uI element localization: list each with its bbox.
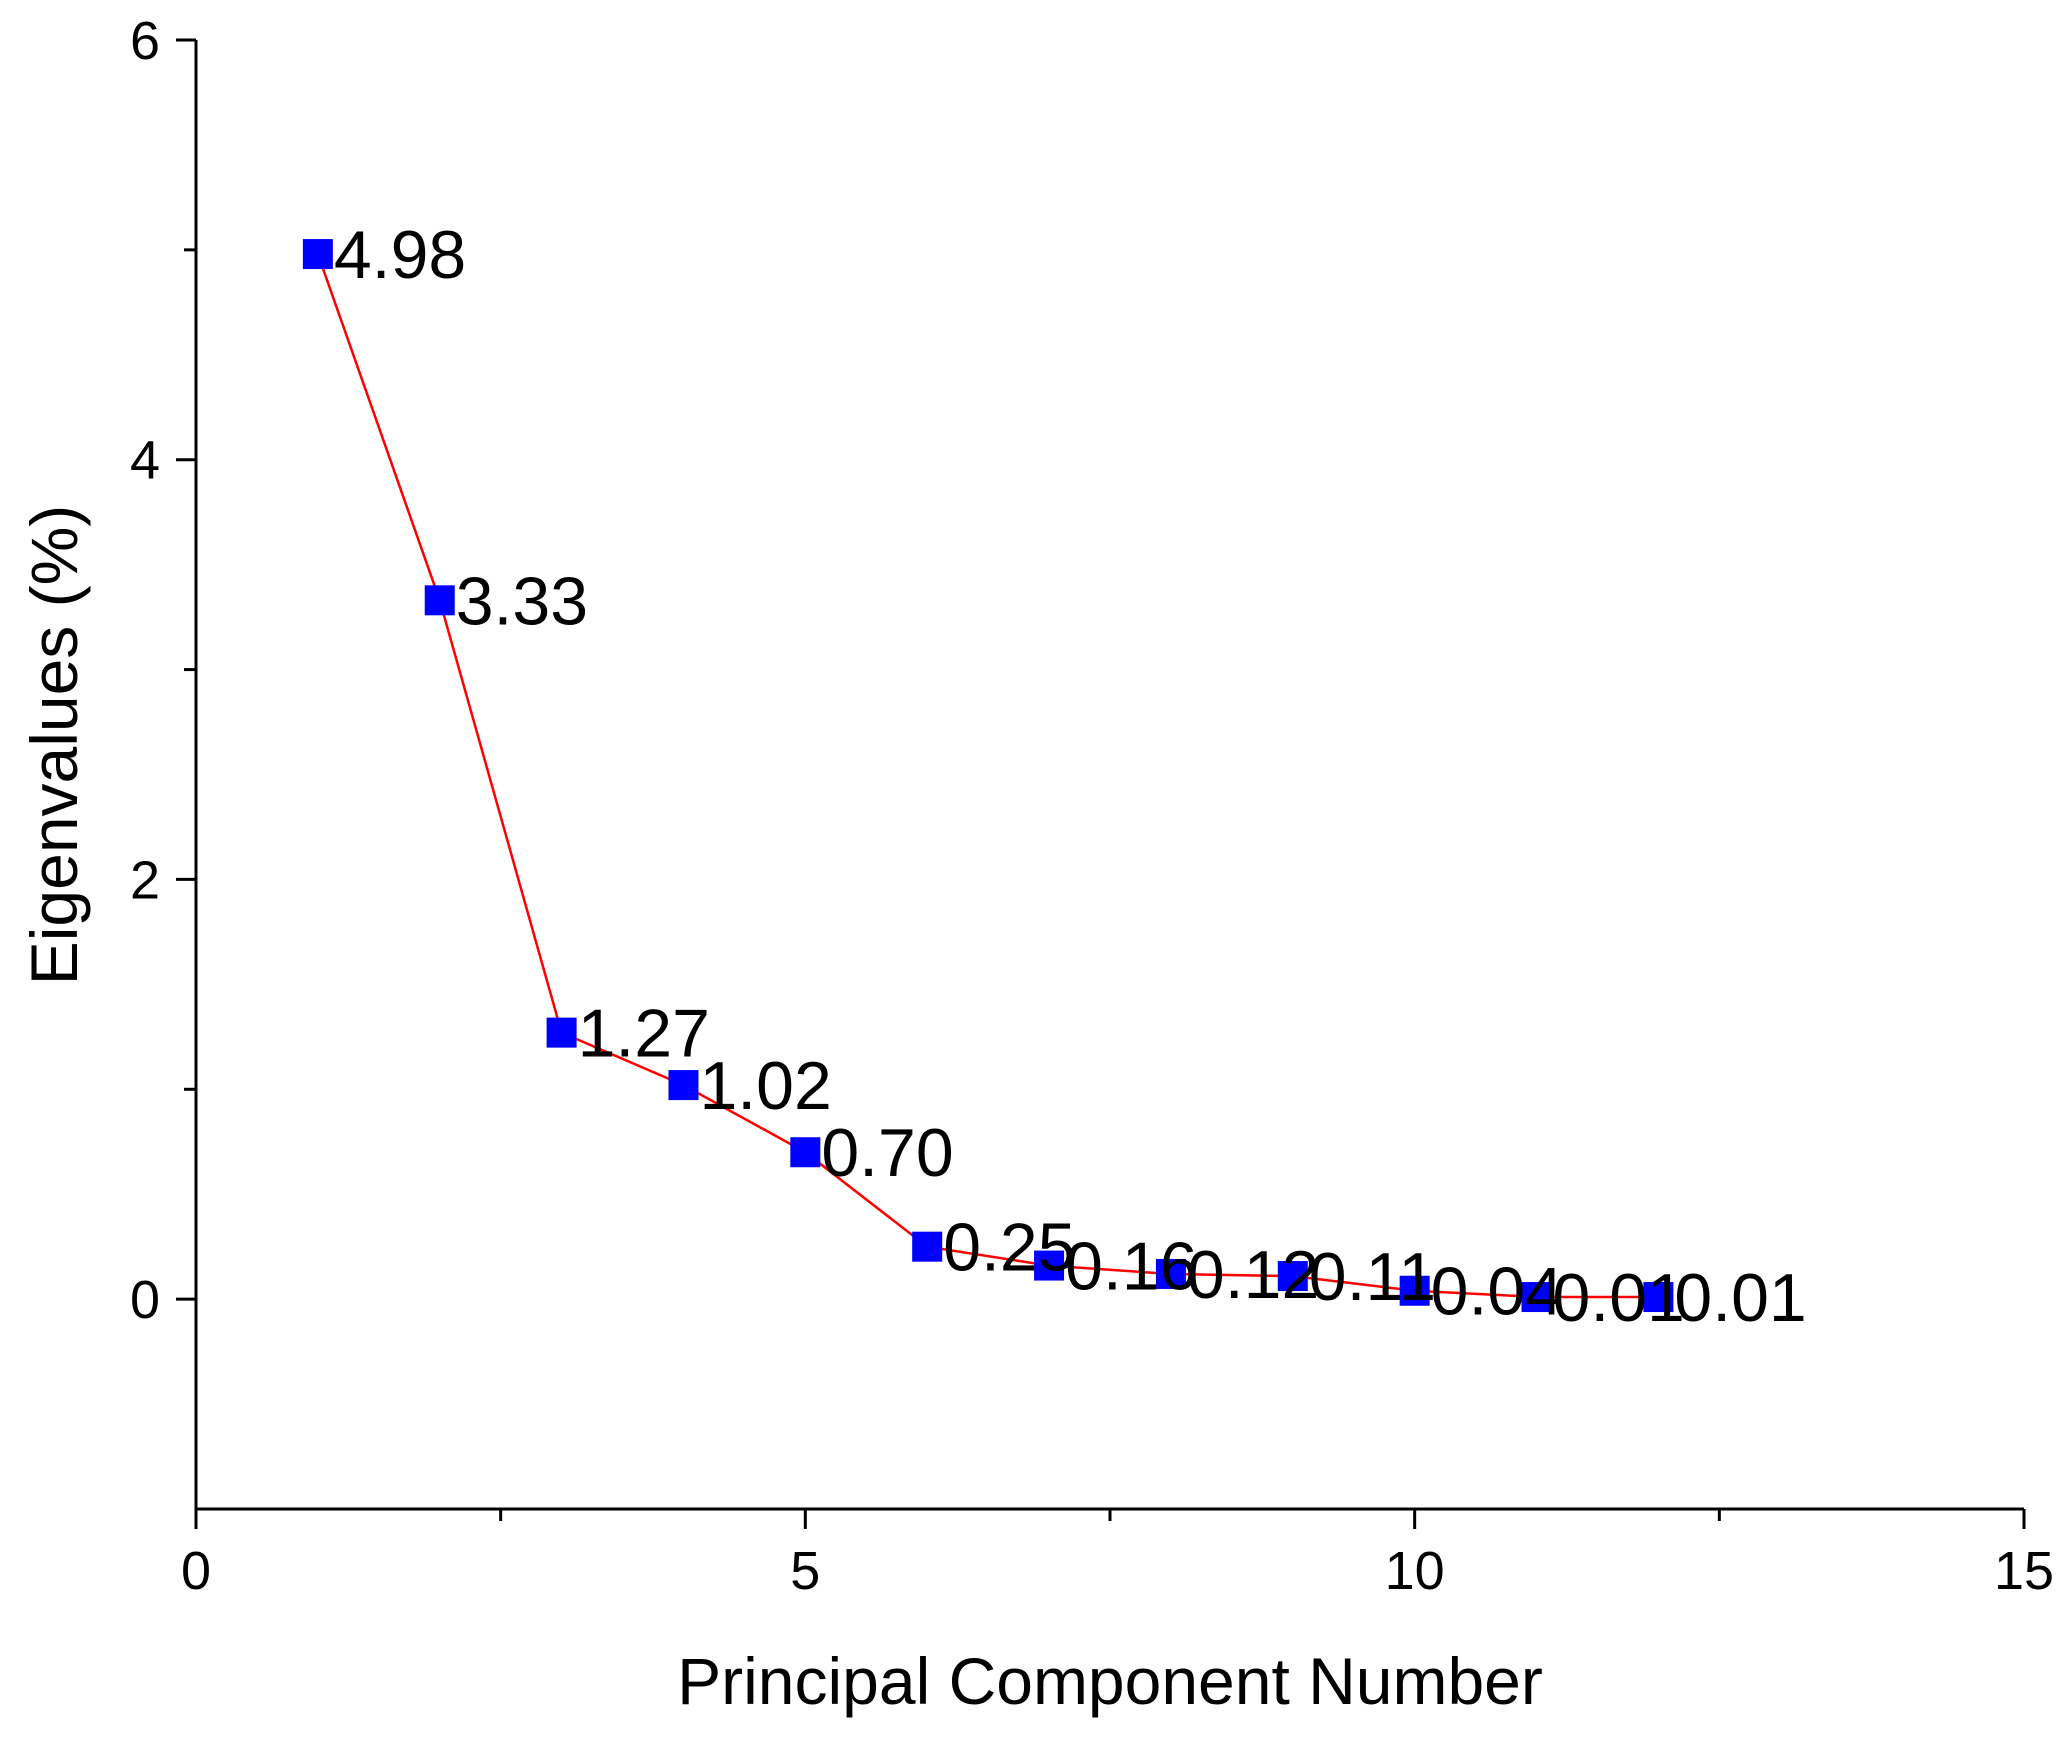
data-value-label: 0.70 bbox=[821, 1115, 953, 1191]
data-value-label: 1.27 bbox=[578, 996, 710, 1072]
data-point-marker bbox=[424, 585, 455, 616]
data-value-label: 0.11 bbox=[1309, 1239, 1436, 1315]
series bbox=[302, 239, 1674, 1313]
data-point-marker bbox=[1521, 1282, 1552, 1313]
data-point-marker bbox=[1643, 1282, 1674, 1313]
data-value-label: 0.25 bbox=[943, 1210, 1075, 1286]
x-tick-label: 10 bbox=[1385, 1541, 1445, 1601]
data-value-label: 3.33 bbox=[456, 563, 588, 639]
data-value-label: 0.12 bbox=[1187, 1237, 1319, 1313]
y-axis-title: Eigenvalues (%) bbox=[17, 505, 91, 986]
x-axis-title: Principal Component Number bbox=[677, 1644, 1543, 1718]
data-value-label: 0.01 bbox=[1674, 1260, 1806, 1336]
data-point-marker bbox=[912, 1231, 943, 1262]
axes: Principal Component Number Eigenvalues (… bbox=[17, 40, 2024, 1718]
ticks: 0 5 10 15 0 2 4 6 bbox=[130, 11, 2054, 1601]
x-tick-label: 5 bbox=[790, 1541, 820, 1601]
data-value-label: 0.16 bbox=[1065, 1229, 1197, 1305]
data-point-marker bbox=[1277, 1261, 1308, 1292]
data-value-label: 1.02 bbox=[699, 1048, 831, 1124]
data-point-marker bbox=[668, 1070, 699, 1101]
data-labels: 4.98 3.33 1.271.020.70 0.250.160.120.110.04… bbox=[334, 217, 1807, 1336]
data-point-marker bbox=[1034, 1250, 1065, 1281]
y-tick-label: 2 bbox=[130, 850, 160, 910]
data-point-marker bbox=[546, 1017, 577, 1048]
data-point-marker bbox=[1155, 1258, 1186, 1289]
data-point-marker bbox=[1399, 1275, 1430, 1306]
data-point-marker bbox=[790, 1137, 821, 1168]
data-value-label: 0.01 bbox=[1553, 1260, 1685, 1336]
y-tick-label: 6 bbox=[130, 11, 160, 71]
x-tick-label: 15 bbox=[1994, 1541, 2054, 1601]
x-tick-label: 0 bbox=[181, 1541, 211, 1601]
data-value-label: 0.04 bbox=[1431, 1254, 1563, 1330]
series-line bbox=[316, 253, 1659, 1299]
y-tick-label: 0 bbox=[130, 1270, 160, 1330]
data-value-label: 4.98 bbox=[334, 217, 466, 293]
data-point-marker bbox=[302, 239, 333, 270]
y-tick-label: 4 bbox=[130, 431, 160, 491]
